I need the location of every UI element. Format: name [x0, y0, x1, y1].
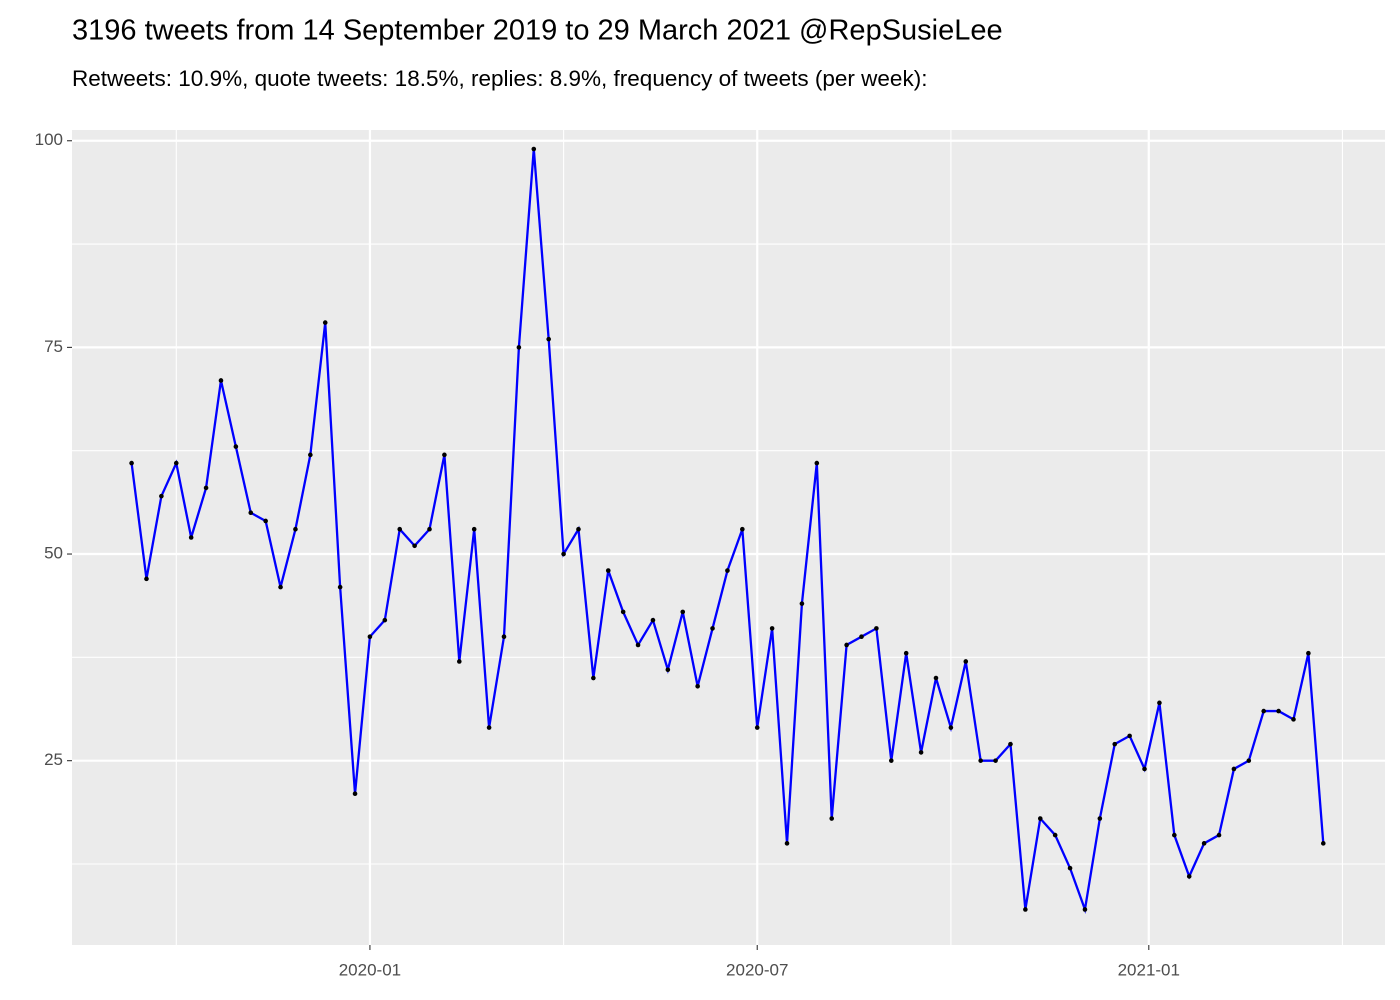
point — [397, 526, 403, 532]
point — [1023, 907, 1028, 912]
point — [591, 675, 596, 681]
point — [516, 345, 522, 350]
point — [471, 526, 477, 532]
point — [1112, 741, 1118, 747]
point — [948, 725, 954, 730]
point — [680, 609, 686, 615]
point — [859, 634, 864, 639]
point — [1306, 650, 1311, 656]
point — [546, 336, 551, 342]
point — [903, 650, 909, 656]
point — [188, 535, 194, 540]
point — [561, 551, 566, 557]
point — [173, 460, 179, 466]
point — [233, 444, 239, 449]
point — [1082, 907, 1088, 912]
point — [844, 642, 849, 648]
point — [144, 576, 149, 582]
point — [665, 667, 671, 673]
point — [293, 526, 298, 532]
chart-title: 3196 tweets from 14 September 2019 to 29… — [72, 15, 1003, 47]
y-tick-label: 100 — [35, 130, 63, 149]
point — [352, 791, 358, 797]
point — [308, 452, 313, 458]
point — [278, 584, 283, 590]
point — [248, 510, 254, 516]
point — [322, 320, 328, 325]
point — [412, 543, 417, 549]
point — [710, 626, 715, 631]
point — [382, 617, 388, 623]
point — [799, 601, 805, 606]
point — [754, 725, 760, 730]
point — [1231, 766, 1237, 772]
point — [367, 634, 373, 639]
plot-panel — [72, 130, 1385, 945]
point — [829, 816, 835, 821]
point — [1276, 708, 1281, 714]
point — [918, 750, 924, 755]
point — [203, 485, 209, 491]
point — [1201, 841, 1207, 846]
point — [620, 609, 626, 615]
x-tick-label: 2021-01 — [1118, 960, 1180, 979]
y-tick-label: 25 — [44, 750, 63, 769]
point — [888, 758, 894, 763]
point — [486, 725, 492, 730]
point — [963, 659, 969, 664]
point — [457, 659, 462, 664]
point — [1320, 841, 1326, 846]
point — [874, 626, 879, 631]
point — [427, 526, 432, 532]
point — [1186, 874, 1192, 879]
x-tick-label: 2020-07 — [726, 960, 788, 979]
point — [1172, 832, 1177, 838]
point — [1246, 758, 1252, 763]
point — [1142, 766, 1147, 772]
point — [814, 460, 820, 466]
x-tick-label: 2020-01 — [339, 960, 401, 979]
point — [501, 634, 507, 639]
point — [576, 526, 581, 532]
point — [978, 758, 983, 763]
point — [605, 568, 611, 573]
y-tick-label: 75 — [44, 337, 63, 356]
point — [1216, 832, 1222, 838]
point — [1291, 717, 1296, 722]
point — [159, 493, 164, 499]
point — [1037, 816, 1043, 821]
y-tick-label: 50 — [44, 544, 63, 563]
point — [1097, 816, 1103, 821]
point — [531, 146, 537, 152]
point — [442, 452, 447, 458]
point — [993, 758, 998, 763]
point — [650, 617, 656, 623]
point — [933, 675, 939, 681]
point — [740, 526, 745, 532]
point — [769, 626, 775, 631]
point — [337, 584, 343, 590]
point — [695, 683, 700, 689]
point — [218, 378, 224, 383]
point — [129, 460, 134, 466]
point — [1127, 733, 1132, 739]
point — [1261, 708, 1267, 714]
point — [635, 642, 641, 648]
point — [1157, 700, 1162, 706]
point — [1067, 865, 1073, 871]
chart-subtitle: Retweets: 10.9%, quote tweets: 18.5%, re… — [72, 66, 927, 91]
point — [725, 568, 730, 573]
point — [1052, 832, 1058, 838]
point — [263, 518, 268, 524]
point — [784, 841, 790, 846]
point — [1008, 741, 1013, 747]
